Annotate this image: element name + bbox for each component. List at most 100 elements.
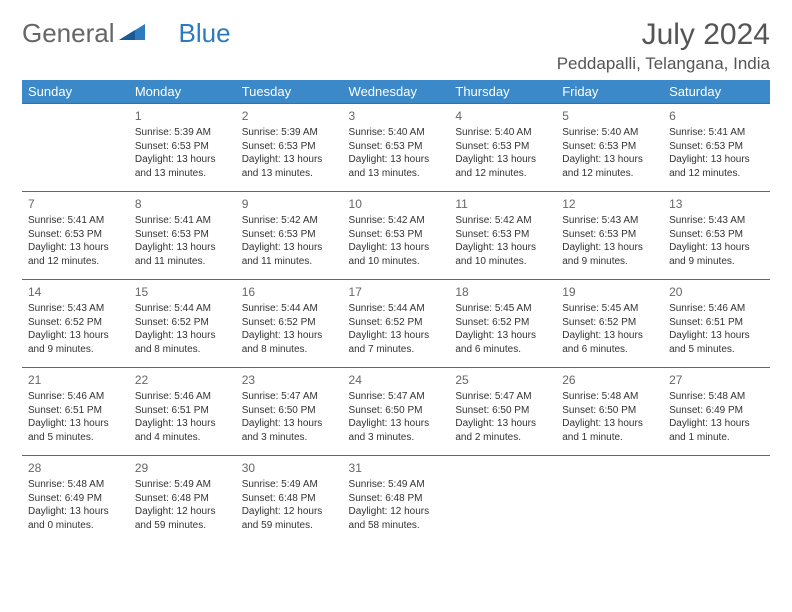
day-cell: 28Sunrise: 5:48 AMSunset: 6:49 PMDayligh… [22, 456, 129, 544]
day-info-line: Sunrise: 5:40 AM [349, 126, 444, 140]
day-info-line: Daylight: 13 hours and 1 minute. [669, 417, 764, 444]
day-info-line: Sunset: 6:52 PM [135, 316, 230, 330]
day-cell: 6Sunrise: 5:41 AMSunset: 6:53 PMDaylight… [663, 104, 770, 192]
day-info-line: Daylight: 13 hours and 11 minutes. [242, 241, 337, 268]
day-cell: 16Sunrise: 5:44 AMSunset: 6:52 PMDayligh… [236, 280, 343, 368]
day-number: 22 [135, 372, 230, 388]
day-number: 14 [28, 284, 123, 300]
title-block: July 2024 Peddapalli, Telangana, India [557, 18, 770, 74]
col-thursday: Thursday [449, 80, 556, 104]
day-info-line: Sunset: 6:49 PM [669, 404, 764, 418]
triangle-icon [119, 18, 145, 49]
day-number: 19 [562, 284, 657, 300]
day-info-line: Daylight: 12 hours and 58 minutes. [349, 505, 444, 532]
day-info-line: Daylight: 13 hours and 10 minutes. [349, 241, 444, 268]
day-info-line: Daylight: 13 hours and 2 minutes. [455, 417, 550, 444]
week-row: 28Sunrise: 5:48 AMSunset: 6:49 PMDayligh… [22, 456, 770, 544]
day-info-line: Daylight: 13 hours and 7 minutes. [349, 329, 444, 356]
day-info-line: Daylight: 13 hours and 9 minutes. [669, 241, 764, 268]
day-info-line: Sunset: 6:48 PM [135, 492, 230, 506]
day-info-line: Sunrise: 5:42 AM [349, 214, 444, 228]
day-info-line: Daylight: 13 hours and 13 minutes. [135, 153, 230, 180]
day-cell: 13Sunrise: 5:43 AMSunset: 6:53 PMDayligh… [663, 192, 770, 280]
day-number: 13 [669, 196, 764, 212]
day-cell: 26Sunrise: 5:48 AMSunset: 6:50 PMDayligh… [556, 368, 663, 456]
day-cell: 21Sunrise: 5:46 AMSunset: 6:51 PMDayligh… [22, 368, 129, 456]
day-info-line: Sunrise: 5:49 AM [349, 478, 444, 492]
week-row: 14Sunrise: 5:43 AMSunset: 6:52 PMDayligh… [22, 280, 770, 368]
day-info-line: Daylight: 13 hours and 6 minutes. [455, 329, 550, 356]
day-info-line: Daylight: 13 hours and 11 minutes. [135, 241, 230, 268]
col-wednesday: Wednesday [343, 80, 450, 104]
day-cell: 11Sunrise: 5:42 AMSunset: 6:53 PMDayligh… [449, 192, 556, 280]
day-info-line: Sunrise: 5:42 AM [455, 214, 550, 228]
day-info-line: Sunset: 6:51 PM [28, 404, 123, 418]
day-info-line: Daylight: 13 hours and 9 minutes. [562, 241, 657, 268]
day-number: 28 [28, 460, 123, 476]
day-info-line: Sunrise: 5:40 AM [562, 126, 657, 140]
calendar-table: Sunday Monday Tuesday Wednesday Thursday… [22, 80, 770, 544]
day-info-line: Sunset: 6:53 PM [135, 140, 230, 154]
day-number: 5 [562, 108, 657, 124]
day-cell: 22Sunrise: 5:46 AMSunset: 6:51 PMDayligh… [129, 368, 236, 456]
day-info-line: Daylight: 13 hours and 10 minutes. [455, 241, 550, 268]
day-info-line: Sunrise: 5:44 AM [349, 302, 444, 316]
day-info-line: Sunset: 6:51 PM [135, 404, 230, 418]
day-number: 15 [135, 284, 230, 300]
day-cell: 25Sunrise: 5:47 AMSunset: 6:50 PMDayligh… [449, 368, 556, 456]
logo-text-2: Blue [179, 18, 231, 49]
day-cell: 5Sunrise: 5:40 AMSunset: 6:53 PMDaylight… [556, 104, 663, 192]
day-info-line: Daylight: 13 hours and 12 minutes. [669, 153, 764, 180]
day-number: 24 [349, 372, 444, 388]
day-info-line: Sunset: 6:53 PM [135, 228, 230, 242]
day-info-line: Daylight: 13 hours and 9 minutes. [28, 329, 123, 356]
day-info-line: Sunrise: 5:47 AM [242, 390, 337, 404]
day-info-line: Daylight: 13 hours and 13 minutes. [242, 153, 337, 180]
day-info-line: Sunrise: 5:42 AM [242, 214, 337, 228]
day-info-line: Sunset: 6:50 PM [562, 404, 657, 418]
day-info-line: Sunset: 6:48 PM [242, 492, 337, 506]
day-info-line: Sunrise: 5:47 AM [349, 390, 444, 404]
day-info-line: Daylight: 13 hours and 4 minutes. [135, 417, 230, 444]
day-info-line: Sunrise: 5:48 AM [562, 390, 657, 404]
day-number: 23 [242, 372, 337, 388]
day-info-line: Daylight: 13 hours and 12 minutes. [562, 153, 657, 180]
day-number: 20 [669, 284, 764, 300]
col-tuesday: Tuesday [236, 80, 343, 104]
day-cell: 17Sunrise: 5:44 AMSunset: 6:52 PMDayligh… [343, 280, 450, 368]
day-number: 30 [242, 460, 337, 476]
day-info-line: Sunset: 6:51 PM [669, 316, 764, 330]
logo: General Blue [22, 18, 231, 49]
logo-text-1: General [22, 18, 115, 49]
day-info-line: Sunset: 6:53 PM [242, 228, 337, 242]
day-cell: 7Sunrise: 5:41 AMSunset: 6:53 PMDaylight… [22, 192, 129, 280]
week-row: 7Sunrise: 5:41 AMSunset: 6:53 PMDaylight… [22, 192, 770, 280]
day-cell: 12Sunrise: 5:43 AMSunset: 6:53 PMDayligh… [556, 192, 663, 280]
day-number: 3 [349, 108, 444, 124]
day-info-line: Daylight: 13 hours and 5 minutes. [669, 329, 764, 356]
day-info-line: Sunrise: 5:48 AM [669, 390, 764, 404]
day-info-line: Sunrise: 5:41 AM [28, 214, 123, 228]
day-cell: 23Sunrise: 5:47 AMSunset: 6:50 PMDayligh… [236, 368, 343, 456]
day-info-line: Sunset: 6:50 PM [455, 404, 550, 418]
day-info-line: Sunrise: 5:48 AM [28, 478, 123, 492]
day-info-line: Daylight: 13 hours and 8 minutes. [135, 329, 230, 356]
day-info-line: Sunset: 6:53 PM [669, 228, 764, 242]
day-number: 25 [455, 372, 550, 388]
day-info-line: Sunrise: 5:49 AM [242, 478, 337, 492]
day-cell [663, 456, 770, 544]
day-info-line: Daylight: 13 hours and 3 minutes. [349, 417, 444, 444]
day-info-line: Sunrise: 5:41 AM [135, 214, 230, 228]
day-cell: 8Sunrise: 5:41 AMSunset: 6:53 PMDaylight… [129, 192, 236, 280]
day-info-line: Daylight: 13 hours and 3 minutes. [242, 417, 337, 444]
day-cell: 30Sunrise: 5:49 AMSunset: 6:48 PMDayligh… [236, 456, 343, 544]
day-number: 10 [349, 196, 444, 212]
week-row: 1Sunrise: 5:39 AMSunset: 6:53 PMDaylight… [22, 104, 770, 192]
header: General Blue July 2024 Peddapalli, Telan… [22, 18, 770, 74]
day-number: 27 [669, 372, 764, 388]
day-cell: 10Sunrise: 5:42 AMSunset: 6:53 PMDayligh… [343, 192, 450, 280]
day-cell: 4Sunrise: 5:40 AMSunset: 6:53 PMDaylight… [449, 104, 556, 192]
day-info-line: Sunset: 6:53 PM [242, 140, 337, 154]
day-info-line: Sunrise: 5:40 AM [455, 126, 550, 140]
day-cell: 15Sunrise: 5:44 AMSunset: 6:52 PMDayligh… [129, 280, 236, 368]
